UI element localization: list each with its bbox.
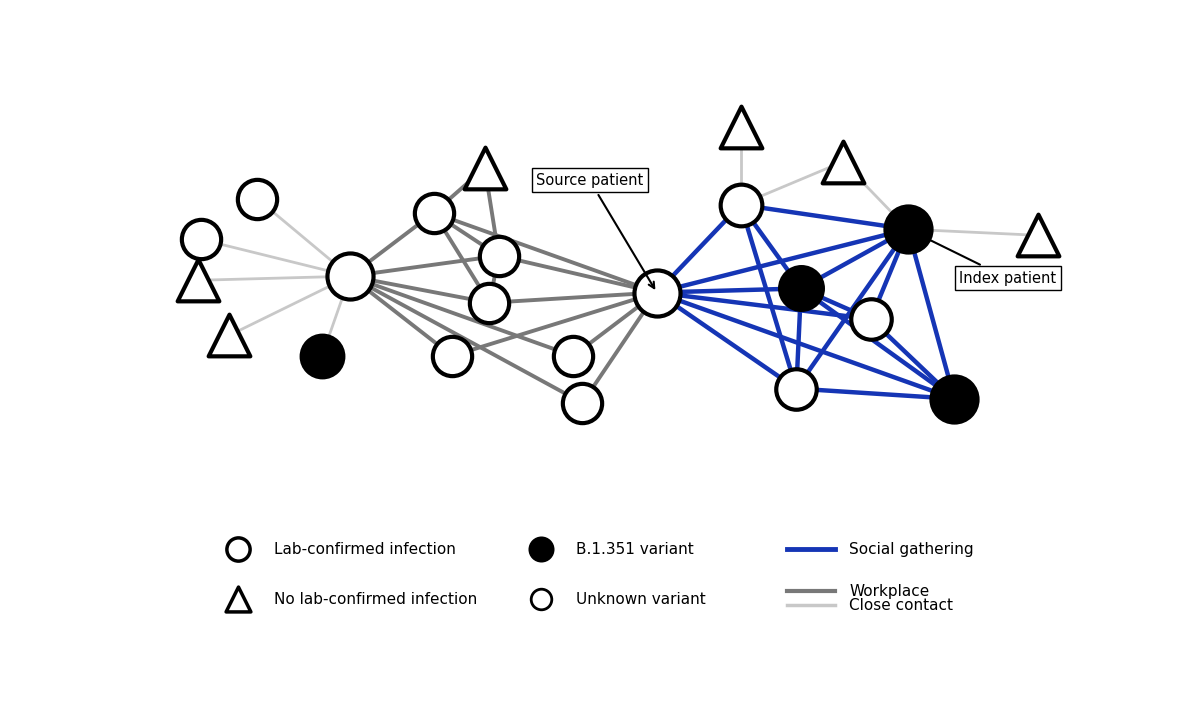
Point bbox=[731, 199, 750, 211]
Text: Index patient: Index patient bbox=[912, 231, 1056, 286]
Point bbox=[480, 297, 499, 308]
Point bbox=[490, 250, 509, 262]
Point bbox=[229, 543, 248, 555]
Point bbox=[192, 233, 211, 245]
Point bbox=[229, 594, 248, 606]
Point bbox=[731, 121, 750, 133]
Text: Close contact: Close contact bbox=[850, 598, 953, 613]
Point bbox=[530, 543, 550, 555]
Text: No lab-confirmed infection: No lab-confirmed infection bbox=[274, 592, 476, 607]
Text: Unknown variant: Unknown variant bbox=[576, 592, 706, 607]
Point bbox=[312, 350, 331, 362]
Point bbox=[787, 382, 806, 394]
Point bbox=[572, 397, 592, 409]
Point bbox=[220, 329, 239, 341]
Point bbox=[647, 286, 666, 298]
Text: Lab-confirmed infection: Lab-confirmed infection bbox=[274, 542, 456, 557]
Point bbox=[443, 350, 462, 362]
Text: Workplace: Workplace bbox=[850, 584, 930, 598]
Text: Social gathering: Social gathering bbox=[850, 542, 974, 557]
Point bbox=[1028, 230, 1048, 241]
Point bbox=[899, 223, 918, 235]
Point bbox=[247, 193, 266, 204]
Point bbox=[564, 350, 583, 362]
Point bbox=[530, 594, 550, 606]
Text: B.1.351 variant: B.1.351 variant bbox=[576, 542, 694, 557]
Point bbox=[475, 162, 494, 174]
Point bbox=[188, 275, 208, 286]
Text: Source patient: Source patient bbox=[536, 173, 654, 288]
Point bbox=[833, 156, 852, 168]
Point bbox=[792, 283, 811, 294]
Point bbox=[862, 313, 881, 325]
Point bbox=[341, 270, 360, 282]
Point bbox=[424, 207, 443, 219]
Point bbox=[944, 393, 964, 405]
